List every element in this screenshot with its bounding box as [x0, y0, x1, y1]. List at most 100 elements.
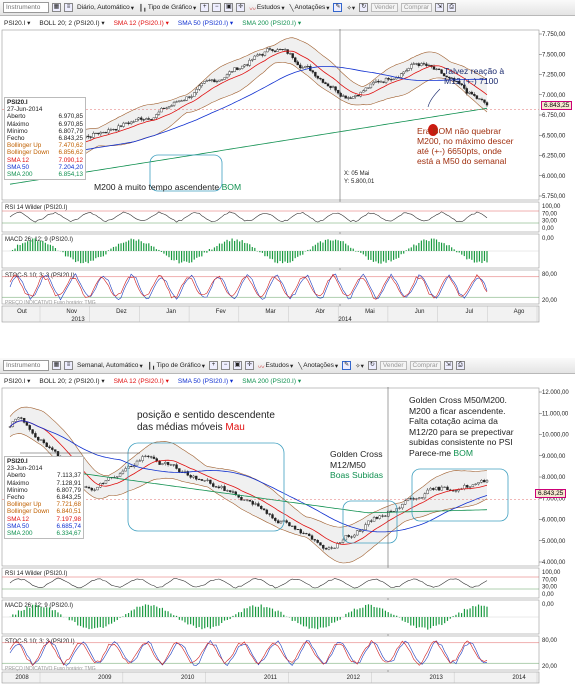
crosshair-icon[interactable]: ✛ [236, 3, 246, 12]
zoom-in-icon[interactable]: + [209, 361, 218, 370]
sell-button[interactable]: Vender [379, 361, 407, 370]
studies-dropdown[interactable]: 〰 Estudos ▾ [249, 4, 285, 13]
candle-body [25, 422, 29, 426]
candle-body [14, 418, 17, 422]
legend-sma200[interactable]: SMA 200 (PSI20.I) ▾ [242, 378, 302, 385]
instrument-input[interactable] [3, 2, 49, 13]
refresh-icon[interactable]: ↻ [367, 361, 377, 370]
candle-body [327, 547, 331, 550]
period-dropdown[interactable]: Semanal, Automático ▾ [77, 362, 143, 370]
print-icon[interactable]: ⎙ [447, 3, 457, 12]
candle-body [319, 542, 322, 546]
candle-body [384, 515, 387, 517]
highlight-box-recent [411, 468, 509, 522]
legend-sma50[interactable]: SMA 50 (PSI20.I) ▾ [177, 378, 234, 385]
candle-body [409, 498, 412, 500]
annotations-dropdown[interactable]: ╲ Anotações ▾ [289, 4, 330, 12]
candle-body [355, 530, 359, 536]
daily-chart-canvas[interactable]: 7.750,00 7.500,00 7.250,00 7.000,00 6.750,00… [0, 29, 575, 335]
candle-body [403, 500, 407, 505]
watermark: PREÇO INDICATIVO Fuso horário: TMG [5, 666, 96, 672]
chart-type-dropdown[interactable]: ┃╻ Tipo de Gráfico ▾ [139, 4, 197, 12]
export-icon[interactable]: ⇲ [435, 3, 445, 12]
time-tick-label: Abr [316, 309, 325, 315]
calendar-icon[interactable]: ▦ [52, 3, 61, 12]
candle-body [384, 78, 388, 83]
eraser-icon[interactable]: ✎ [333, 3, 343, 12]
candle-body [210, 79, 214, 81]
calendar-icon[interactable]: ▦ [52, 361, 61, 370]
candle-body [170, 105, 173, 107]
candle-body [220, 79, 224, 81]
sma200-line [9, 463, 488, 514]
list-icon[interactable]: ≡ [64, 3, 73, 12]
list-icon[interactable]: ≡ [64, 361, 73, 370]
zoom-in-icon[interactable]: + [200, 3, 210, 12]
zoom-out-icon[interactable]: − [221, 361, 230, 370]
candle-body [147, 455, 150, 457]
candle-body [248, 60, 251, 66]
info-value: 6.970,85 [58, 113, 83, 121]
candle-body [141, 456, 144, 461]
pointer-dropdown[interactable]: ✧▾ [355, 362, 364, 370]
candle-body [313, 539, 317, 541]
daily-chart-panel: ▦ ≡ Diário, Automático▾ ┃╻Tipo de Gráfic… [0, 0, 575, 335]
price-tick-label: 4.000,00 [542, 560, 566, 566]
zoom-fit-icon[interactable]: ▣ [233, 361, 242, 370]
candle-body [377, 80, 380, 83]
candle-body [130, 466, 133, 468]
instrument-input[interactable] [3, 360, 49, 371]
candle-body [39, 439, 43, 441]
candle-body [233, 67, 236, 72]
sell-button[interactable]: Vender [371, 3, 398, 12]
candle-body [364, 87, 368, 91]
candle-body [460, 83, 463, 86]
candle-body [296, 61, 299, 66]
annotations-dropdown[interactable]: ╲ Anotações ▾ [298, 362, 339, 370]
note-good-word: BOM [221, 182, 242, 192]
zoom-fit-icon[interactable]: ▣ [224, 3, 234, 12]
print-icon[interactable]: ⎙ [455, 361, 465, 370]
info-value: 7.197,98 [56, 515, 81, 523]
legend-sma12[interactable]: SMA 12 (PSI20.I) ▾ [113, 20, 169, 27]
candle-body [17, 417, 20, 420]
candle-body [305, 533, 308, 535]
sma12-line [9, 50, 488, 159]
refresh-icon[interactable]: ↻ [359, 3, 369, 12]
candle-body [316, 539, 319, 543]
legend-sma50[interactable]: SMA 50 (PSI20.I) ▾ [177, 20, 234, 27]
candle-body [248, 499, 252, 502]
info-label: SMA 200 [7, 530, 33, 538]
candle-body [206, 479, 209, 481]
candle-body [152, 117, 156, 121]
candle-body [166, 462, 170, 465]
buy-button[interactable]: Comprar [409, 361, 441, 370]
studies-dropdown[interactable]: 〰 Estudos ▾ [258, 362, 294, 371]
legend-bollinger[interactable]: BOLL 20; 2 (PSI20.I) ▾ [39, 20, 105, 27]
legend-sma12[interactable]: SMA 12 (PSI20.I) ▾ [113, 378, 169, 385]
rsi-label: RSI 14 Wilder (PSI20.I) [5, 205, 67, 211]
chart-type-dropdown[interactable]: ┃╻ Tipo de Gráfico ▾ [147, 362, 205, 370]
time-tick-label: Fev [216, 309, 226, 315]
legend-instrument[interactable]: PSI20.I ▾ [4, 20, 31, 27]
buy-button[interactable]: Comprar [400, 3, 433, 12]
highlight-box [149, 154, 223, 192]
legend-bollinger[interactable]: BOLL 20; 2 (PSI20.I) ▾ [39, 378, 105, 385]
time-tick-label: Mai [365, 309, 375, 315]
chart-toolbar: ▦ ≡ Semanal, Automático▾ ┃╻Tipo de Gráfi… [0, 358, 575, 374]
candle-body [480, 98, 484, 101]
legend-instrument[interactable]: PSI20.I ▾ [4, 378, 31, 385]
candle-body [382, 81, 385, 83]
weekly-chart-canvas[interactable]: 12.000,00 11.000,00 10.000,00 9.000,00 8.000… [0, 387, 575, 690]
export-icon[interactable]: ⇲ [443, 361, 453, 370]
candle-body [271, 514, 274, 519]
crosshair-icon[interactable]: ✛ [245, 361, 254, 370]
eraser-icon[interactable]: ✎ [342, 361, 352, 370]
info-row: Fecho 6.843,25 [7, 135, 83, 142]
note-golden-cross-12-50: Golden Cross M12/M50 Boas Subidas [330, 449, 384, 480]
legend-sma200[interactable]: SMA 200 (PSI20.I) ▾ [242, 20, 302, 27]
candle-body [228, 490, 232, 492]
pointer-dropdown[interactable]: ✧▾ [346, 4, 356, 12]
period-dropdown[interactable]: Diário, Automático ▾ [77, 4, 135, 12]
zoom-out-icon[interactable]: − [212, 3, 222, 12]
